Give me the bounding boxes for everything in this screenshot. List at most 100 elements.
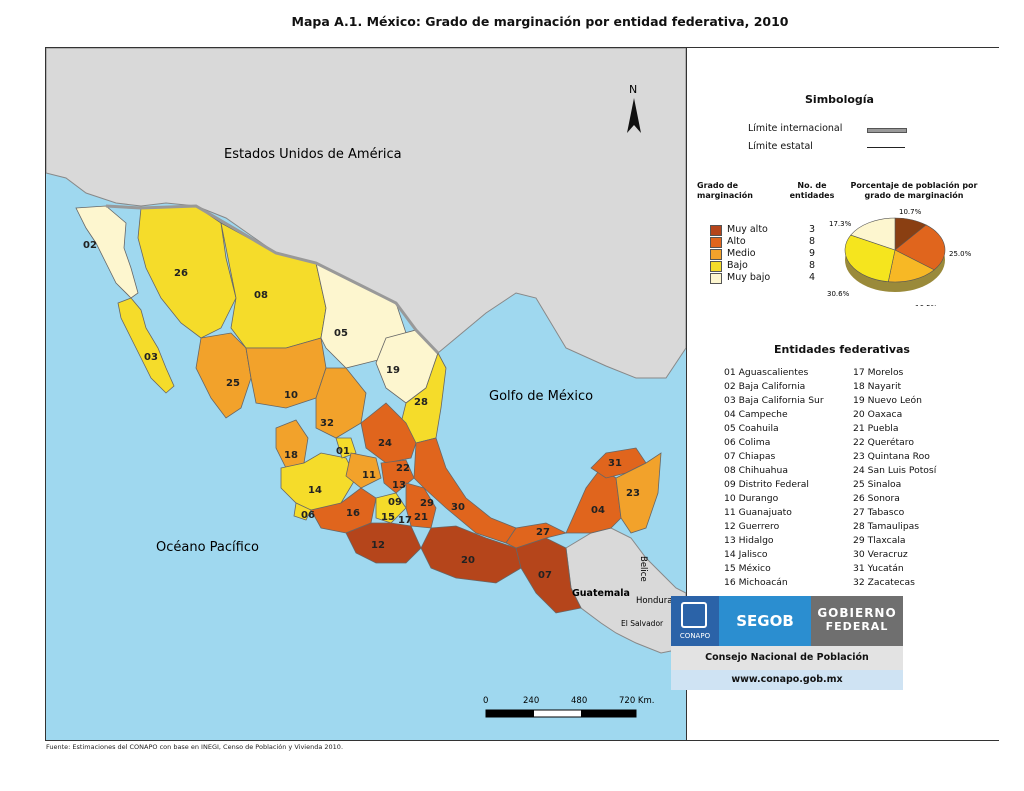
entidades-col-1: 01 Aguascalientes 02 Baja California 03 Ba… <box>724 366 824 590</box>
entidad-item: 17 Morelos <box>853 367 904 378</box>
conapo-logo: CONAPO <box>671 596 719 646</box>
state-sinaloa <box>195 332 252 419</box>
entidades-col-2: 17 Morelos 18 Nayarit 19 Nuevo León 20 Oaxa… <box>853 366 936 590</box>
label-21: 21 <box>414 512 428 523</box>
label-23: 23 <box>626 488 640 499</box>
label-25: 25 <box>226 378 240 389</box>
map-frame: 02 26 08 05 19 03 25 10 28 32 24 18 01 1… <box>45 47 999 741</box>
north-arrow-icon: N <box>627 83 641 133</box>
baja-sur <box>117 297 175 394</box>
entidad-item: 12 Guerrero <box>724 521 780 532</box>
entidades-title: Entidades federativas <box>774 343 910 356</box>
label-09: 09 <box>388 497 402 508</box>
label-13: 13 <box>392 480 406 491</box>
entidad-item: 05 Coahuila <box>724 423 779 434</box>
label-27: 27 <box>536 527 550 538</box>
pie-value-label: 17.3% <box>829 220 852 228</box>
legend-category-count: 4 <box>809 272 816 283</box>
entidad-item: 23 Quintana Roo <box>853 451 930 462</box>
label-11: 11 <box>362 470 376 481</box>
legend-category-label: Muy bajo <box>727 272 771 283</box>
label-06: 06 <box>301 510 315 521</box>
consejo-label: Consejo Nacional de Población <box>671 646 903 670</box>
entidad-item: 11 Guanajuato <box>724 507 792 518</box>
legend-category-label: Muy alto <box>727 224 768 235</box>
state-line-icon <box>867 147 905 148</box>
label-10: 10 <box>284 390 298 401</box>
entidad-item: 29 Tlaxcala <box>853 535 906 546</box>
label-guatemala: Guatemala <box>572 588 630 599</box>
label-15: 15 <box>381 512 395 523</box>
map-area: 02 26 08 05 19 03 25 10 28 32 24 18 01 1… <box>46 48 686 740</box>
entidad-item: 08 Chihuahua <box>724 465 788 476</box>
family-icon <box>681 602 707 628</box>
entidad-item: 03 Baja California Sur <box>724 395 824 406</box>
label-19: 19 <box>386 365 400 376</box>
scale-tick-0: 0 <box>483 696 488 706</box>
label-01: 01 <box>336 446 350 457</box>
label-14: 14 <box>308 485 322 496</box>
legend-category-label: Bajo <box>727 260 748 271</box>
label-31: 31 <box>608 458 622 469</box>
entidad-item: 25 Sinaloa <box>853 479 902 490</box>
entidad-item: 28 Tamaulipas <box>853 521 920 532</box>
label-20: 20 <box>461 555 475 566</box>
international-boundary <box>105 204 440 355</box>
entidad-item: 07 Chiapas <box>724 451 776 462</box>
svg-text:N: N <box>629 83 637 96</box>
legend-swatch <box>710 237 722 248</box>
segob-logo: SEGOB <box>719 596 811 646</box>
state-chiapas <box>515 537 582 614</box>
label-belize: Belice <box>638 556 648 582</box>
website-link[interactable]: www.conapo.gob.mx <box>671 670 903 690</box>
entidad-item: 02 Baja California <box>724 381 806 392</box>
label-24: 24 <box>378 438 392 449</box>
scale-tick-720: 720 Km. <box>619 696 654 706</box>
label-12: 12 <box>371 540 385 551</box>
label-17: 17 <box>398 515 412 526</box>
legend-category-label: Alto <box>727 236 746 247</box>
label-18: 18 <box>284 450 298 461</box>
legend-category-count: 8 <box>809 260 816 271</box>
legend-title: Simbología <box>805 93 874 106</box>
label-30: 30 <box>451 502 465 513</box>
label-22: 22 <box>396 463 410 474</box>
state-number-labels: 02 26 08 05 19 03 25 10 28 32 24 18 01 1… <box>83 240 640 581</box>
legend-category-count: 8 <box>809 236 816 247</box>
label-03: 03 <box>144 352 158 363</box>
state-michoacan <box>310 487 377 534</box>
label-26: 26 <box>174 268 188 279</box>
entidad-item: 32 Zacatecas <box>853 577 915 588</box>
entidad-item: 16 Michoacán <box>724 577 788 588</box>
label-04: 04 <box>591 505 605 516</box>
gobierno-federal-logo: GOBIERNO FEDERAL <box>811 596 903 646</box>
entidad-item: 06 Colima <box>724 437 771 448</box>
legend-panel: Simbología Límite internacional Límite e… <box>686 48 999 740</box>
col-pct-header: Porcentaje de población por grado de mar… <box>850 181 978 200</box>
state-quintana-roo <box>615 452 662 534</box>
legend-international-label: Límite internacional <box>748 123 843 134</box>
logo-block: CONAPO SEGOB GOBIERNO FEDERAL Consejo Na… <box>671 596 903 690</box>
pie-slice <box>844 234 896 283</box>
label-32: 32 <box>320 418 334 429</box>
entidad-item: 13 Hidalgo <box>724 535 774 546</box>
entidad-item: 04 Campeche <box>724 409 788 420</box>
entidad-item: 20 Oaxaca <box>853 409 903 420</box>
international-line-icon <box>867 128 907 133</box>
state-jalisco <box>280 452 357 514</box>
label-08: 08 <box>254 290 268 301</box>
state-colima <box>293 502 312 521</box>
entidad-item: 26 Sonora <box>853 493 900 504</box>
entidad-item: 30 Veracruz <box>853 549 908 560</box>
entidad-item: 15 México <box>724 563 771 574</box>
state-zacatecas <box>315 367 367 439</box>
entidad-item: 09 Distrito Federal <box>724 479 809 490</box>
label-05: 05 <box>334 328 348 339</box>
label-usa: Estados Unidos de América <box>224 147 402 162</box>
entidad-item: 22 Querétaro <box>853 437 914 448</box>
col-grado-header: Grado de marginación <box>697 181 753 200</box>
pie-slice <box>887 249 935 283</box>
legend-category-count: 9 <box>809 248 816 259</box>
legend-swatch <box>710 249 722 260</box>
central-america <box>565 527 686 654</box>
